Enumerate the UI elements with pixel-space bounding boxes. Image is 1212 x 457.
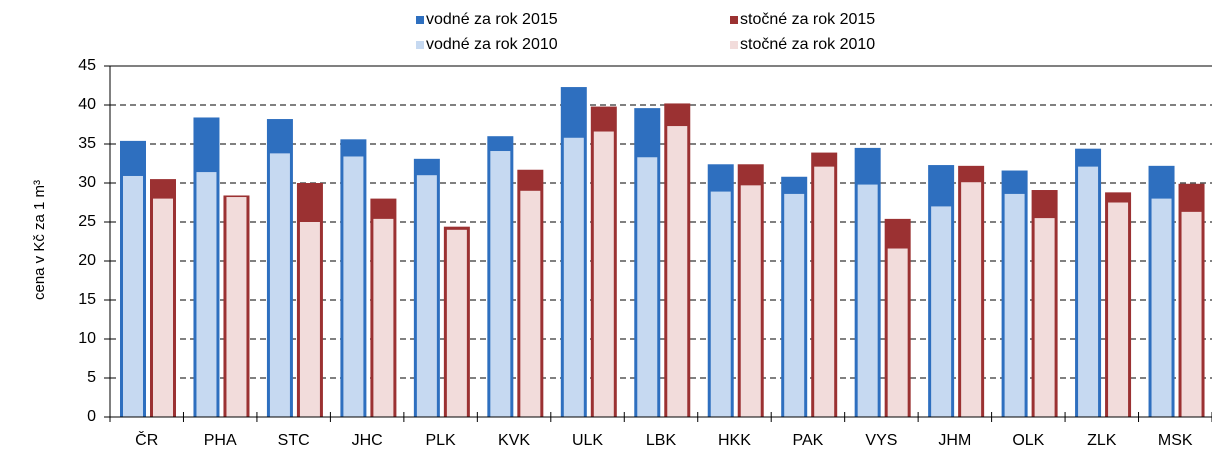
x-tick-label: ČR bbox=[135, 430, 158, 449]
y-tick-label: 0 bbox=[87, 408, 96, 425]
x-tick-label: PAK bbox=[793, 432, 824, 449]
x-tick-label: VYS bbox=[865, 432, 897, 449]
bar bbox=[153, 198, 173, 417]
x-tick-label: LBK bbox=[646, 432, 677, 449]
bar bbox=[740, 185, 761, 417]
bar bbox=[123, 175, 143, 417]
legend-swatch bbox=[416, 16, 424, 24]
bar bbox=[196, 172, 217, 417]
legend-swatch bbox=[416, 41, 424, 49]
legend-label: vodné za rok 2015 bbox=[426, 11, 558, 28]
y-tick-label: 45 bbox=[78, 57, 96, 74]
bar bbox=[373, 218, 394, 417]
bar bbox=[269, 153, 290, 418]
bar bbox=[490, 151, 511, 417]
y-axis-label: cena v Kč za 1 m³ bbox=[31, 180, 48, 300]
bar bbox=[814, 166, 835, 417]
x-tick-label: KVK bbox=[498, 432, 530, 449]
bar bbox=[593, 131, 614, 417]
y-tick-label: 5 bbox=[87, 369, 96, 386]
legend-label: stočné za rok 2015 bbox=[740, 11, 875, 28]
x-tick-label: STC bbox=[278, 432, 310, 449]
bar bbox=[1034, 218, 1055, 417]
x-tick-label: ZLK bbox=[1087, 432, 1117, 449]
x-tick-label: PHA bbox=[204, 432, 237, 449]
x-tick-label: JHC bbox=[352, 432, 383, 449]
bar bbox=[931, 206, 952, 417]
bar bbox=[446, 229, 467, 417]
legend-label: stočné za rok 2010 bbox=[740, 36, 875, 53]
bar bbox=[226, 197, 247, 417]
x-tick-label: OLK bbox=[1012, 432, 1044, 449]
y-tick-label: 10 bbox=[78, 330, 96, 347]
bar bbox=[563, 137, 584, 417]
bar bbox=[343, 156, 364, 418]
bar bbox=[520, 190, 541, 417]
x-tick-label: JHM bbox=[938, 432, 971, 449]
x-tick-label: HKK bbox=[718, 432, 751, 449]
bar bbox=[1151, 198, 1172, 417]
legend-label: vodné za rok 2010 bbox=[426, 36, 558, 53]
bar bbox=[299, 222, 320, 417]
bar bbox=[784, 193, 805, 417]
bar bbox=[416, 175, 437, 417]
x-tick-label: ULK bbox=[572, 432, 603, 449]
y-tick-label: 30 bbox=[78, 174, 96, 191]
bar bbox=[857, 184, 878, 417]
bar bbox=[667, 126, 688, 417]
y-tick-label: 20 bbox=[78, 252, 96, 269]
legend-swatch bbox=[730, 41, 738, 49]
bar bbox=[1181, 211, 1202, 417]
x-tick-label: MSK bbox=[1158, 432, 1193, 449]
x-tick-label: PLK bbox=[425, 432, 456, 449]
legend-swatch bbox=[730, 16, 738, 24]
bar bbox=[887, 248, 908, 417]
y-tick-label: 35 bbox=[78, 135, 96, 152]
bar bbox=[710, 191, 731, 417]
bar bbox=[1004, 193, 1025, 417]
bar bbox=[1108, 202, 1129, 417]
bar bbox=[961, 182, 982, 417]
y-tick-label: 15 bbox=[78, 291, 96, 308]
y-tick-label: 40 bbox=[78, 96, 96, 113]
bar bbox=[637, 157, 658, 417]
y-tick-label: 25 bbox=[78, 213, 96, 230]
bar bbox=[1078, 166, 1099, 417]
